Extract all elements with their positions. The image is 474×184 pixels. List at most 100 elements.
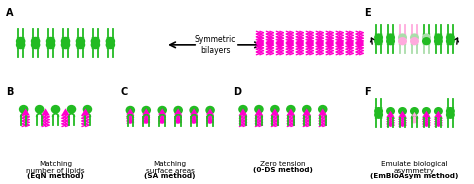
Circle shape xyxy=(374,37,383,45)
Polygon shape xyxy=(276,37,284,44)
Polygon shape xyxy=(265,37,274,44)
Circle shape xyxy=(46,40,55,49)
Polygon shape xyxy=(276,42,284,49)
Polygon shape xyxy=(336,37,344,44)
Polygon shape xyxy=(61,108,70,116)
Text: Emulate biological
asymmetry: Emulate biological asymmetry xyxy=(381,161,448,182)
Circle shape xyxy=(238,105,248,114)
Polygon shape xyxy=(81,108,90,116)
Circle shape xyxy=(19,105,28,114)
Polygon shape xyxy=(286,37,294,44)
Polygon shape xyxy=(319,108,327,116)
Polygon shape xyxy=(286,42,294,49)
Circle shape xyxy=(126,106,135,115)
Polygon shape xyxy=(316,37,324,44)
Text: E: E xyxy=(364,8,370,18)
Circle shape xyxy=(61,40,70,49)
Circle shape xyxy=(16,37,26,46)
Polygon shape xyxy=(346,42,354,49)
Polygon shape xyxy=(387,111,394,117)
Text: (EqN method): (EqN method) xyxy=(27,173,84,179)
Polygon shape xyxy=(21,108,30,116)
Polygon shape xyxy=(175,108,182,114)
Polygon shape xyxy=(296,37,304,44)
Polygon shape xyxy=(287,108,295,116)
Polygon shape xyxy=(191,108,198,114)
Text: F: F xyxy=(364,87,370,97)
Circle shape xyxy=(106,40,115,49)
Circle shape xyxy=(76,37,85,46)
Circle shape xyxy=(374,111,383,119)
Circle shape xyxy=(434,107,443,115)
Circle shape xyxy=(446,111,455,119)
Text: D: D xyxy=(233,87,241,97)
Circle shape xyxy=(157,106,167,115)
Circle shape xyxy=(422,33,431,42)
Circle shape xyxy=(270,105,280,114)
Circle shape xyxy=(434,33,443,42)
Circle shape xyxy=(254,105,264,114)
Polygon shape xyxy=(41,108,50,116)
Polygon shape xyxy=(255,108,263,116)
Polygon shape xyxy=(399,111,406,117)
Polygon shape xyxy=(127,108,134,114)
Polygon shape xyxy=(423,111,430,117)
Circle shape xyxy=(410,37,419,45)
Circle shape xyxy=(422,107,431,115)
Circle shape xyxy=(446,37,455,45)
Polygon shape xyxy=(356,37,364,44)
Circle shape xyxy=(302,105,311,114)
Circle shape xyxy=(205,106,215,115)
Circle shape xyxy=(82,105,92,114)
Text: (EmBioAsym method): (EmBioAsym method) xyxy=(370,173,459,179)
Text: Matching
number of lipids: Matching number of lipids xyxy=(26,161,85,182)
Circle shape xyxy=(189,106,199,115)
Text: Symmetric
bilayers: Symmetric bilayers xyxy=(194,35,236,55)
Circle shape xyxy=(141,106,151,115)
Polygon shape xyxy=(326,37,334,44)
Polygon shape xyxy=(159,108,165,114)
Circle shape xyxy=(286,105,296,114)
Polygon shape xyxy=(412,112,417,116)
Polygon shape xyxy=(255,42,264,49)
Circle shape xyxy=(31,37,40,46)
Circle shape xyxy=(386,37,395,45)
Circle shape xyxy=(446,107,455,115)
Circle shape xyxy=(386,33,395,42)
Text: C: C xyxy=(120,87,128,97)
Circle shape xyxy=(410,107,419,115)
Circle shape xyxy=(46,37,55,46)
Circle shape xyxy=(35,105,45,114)
Text: B: B xyxy=(6,87,13,97)
Circle shape xyxy=(173,106,183,115)
Polygon shape xyxy=(296,42,304,49)
Text: (0-DS method): (0-DS method) xyxy=(253,167,313,173)
Circle shape xyxy=(434,37,443,45)
Circle shape xyxy=(106,37,115,46)
Circle shape xyxy=(386,107,395,115)
Circle shape xyxy=(67,105,76,114)
Polygon shape xyxy=(239,108,247,116)
Text: Matching
surface areas: Matching surface areas xyxy=(146,161,195,182)
Circle shape xyxy=(91,40,100,49)
Circle shape xyxy=(446,33,455,42)
Circle shape xyxy=(51,105,60,114)
Circle shape xyxy=(410,33,419,42)
Polygon shape xyxy=(356,42,364,49)
Circle shape xyxy=(398,37,407,45)
Polygon shape xyxy=(255,37,264,44)
Polygon shape xyxy=(265,42,274,49)
Circle shape xyxy=(422,37,431,45)
Circle shape xyxy=(61,37,70,46)
Circle shape xyxy=(398,33,407,42)
Polygon shape xyxy=(306,37,314,44)
Polygon shape xyxy=(435,111,442,117)
Circle shape xyxy=(398,107,407,115)
Circle shape xyxy=(31,40,40,49)
Circle shape xyxy=(374,33,383,42)
Text: Zero tension: Zero tension xyxy=(260,161,306,174)
Circle shape xyxy=(91,37,100,46)
Polygon shape xyxy=(336,42,344,49)
Text: (SA method): (SA method) xyxy=(145,173,196,179)
Polygon shape xyxy=(271,108,279,116)
